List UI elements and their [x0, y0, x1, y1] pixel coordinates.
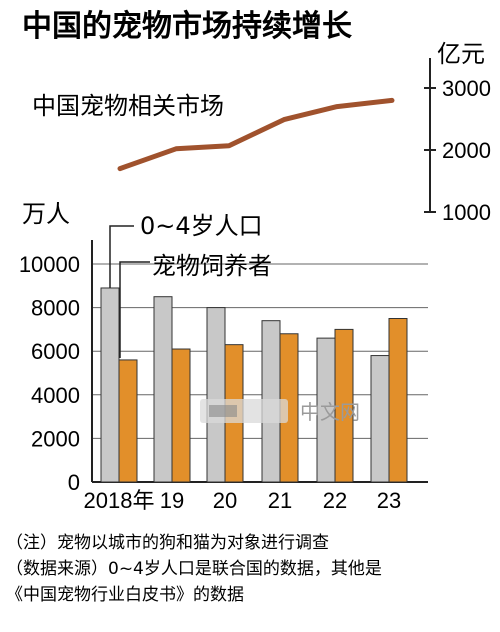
market-line-chart: 亿元 中国宠物相关市场 1000 2000 3000 [32, 40, 491, 225]
bar-x-tick-label: 2018年 [84, 488, 155, 513]
bar-x-tick-label: 23 [377, 488, 401, 513]
bar-population [206, 307, 226, 483]
line-y-tick-label: 3000 [442, 76, 491, 101]
watermark-text: 中文网 [300, 400, 360, 424]
watermark: 中文网 [200, 399, 360, 424]
bar-y-tick-label: 0 [68, 470, 80, 495]
bar-y-tick-label: 6000 [31, 339, 80, 364]
market-line [117, 97, 395, 172]
line-unit-label: 亿元 [437, 40, 485, 68]
line-y-tick-label: 2000 [442, 138, 491, 163]
line-series-label: 中国宠物相关市场 [32, 92, 224, 120]
legend-population: 0~4岁人口 [140, 212, 263, 240]
legend-owners: 宠物饲养者 [152, 252, 272, 280]
bar-population [370, 355, 390, 483]
note-line-2: （数据来源）0~4岁人口是联合国的数据，其他是 [6, 559, 382, 579]
bar-y-tick-label: 8000 [31, 296, 80, 321]
bar-pet-owners [334, 328, 354, 483]
bar-y-tick-label: 10000 [19, 252, 80, 277]
population-bar-chart: 万人 0 2000 4000 6000 8000 10000 2018年 19 20 21 22 2… [19, 200, 428, 513]
bar-x-tick-label: 21 [268, 488, 292, 513]
chart-title: 中国的宠物市场持续增长 [22, 9, 352, 44]
note-line-3: 《中国宠物行业白皮书》的数据 [6, 585, 244, 605]
legend-leader-owners [119, 261, 150, 358]
bar-x-tick-label: 19 [160, 488, 184, 513]
bar-y-tick-label: 4000 [31, 383, 80, 408]
bar-pet-owners [388, 318, 408, 483]
bar-population [153, 296, 173, 483]
watermark-logo-mark-icon [209, 405, 237, 417]
legend-leader-population [109, 225, 134, 288]
bar-pet-owners [118, 359, 138, 483]
bar-x-tick-label: 22 [323, 488, 347, 513]
note-line-1: （注）宠物以城市的狗和猫为对象进行调查 [6, 533, 329, 553]
bar-pet-owners [171, 348, 191, 483]
bar-unit-label: 万人 [22, 200, 70, 228]
line-y-tick-label: 1000 [442, 200, 491, 225]
bar-y-tick-label: 2000 [31, 426, 80, 451]
bar-x-tick-label: 20 [213, 488, 237, 513]
bar-population [100, 287, 120, 483]
